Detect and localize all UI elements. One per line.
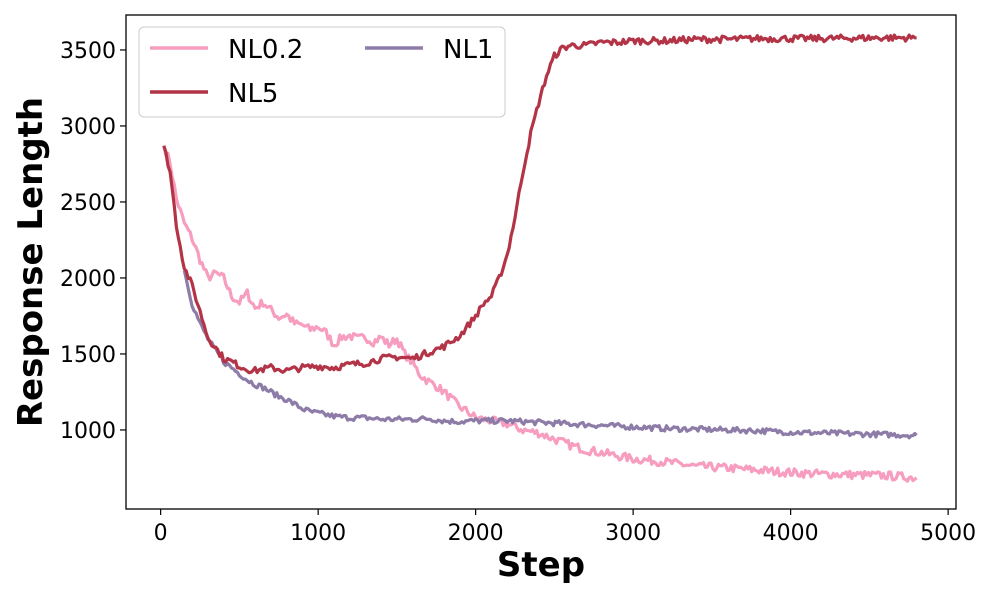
x-tick-label: 3000 — [605, 521, 661, 546]
x-tick-label: 0 — [154, 521, 168, 546]
x-tick-label: 1000 — [290, 521, 346, 546]
y-tick-label: 3000 — [60, 115, 116, 140]
legend: NL0.2 NL5 NL1 — [138, 26, 506, 118]
legend-label-nl5: NL5 — [228, 79, 278, 109]
y-tick-label: 2500 — [60, 191, 116, 216]
x-axis-title: Step — [497, 545, 585, 585]
legend-label-nl0-2: NL0.2 — [228, 35, 303, 65]
series-layer — [162, 33, 918, 483]
y-axis-title: Response Length — [11, 97, 51, 427]
y-tick-label: 3500 — [60, 39, 116, 64]
y-tick-label: 2000 — [60, 267, 116, 292]
x-tick-label: 5000 — [920, 521, 976, 546]
legend-label-nl1: NL1 — [443, 35, 493, 65]
y-tick-label: 1000 — [60, 419, 116, 444]
x-axis-ticks: 0 1000 2000 3000 4000 5000 — [154, 509, 976, 546]
series-line-nl5 — [162, 33, 917, 375]
series-line-nl0-2 — [162, 145, 918, 483]
x-tick-label: 4000 — [763, 521, 819, 546]
series-line-nl1 — [182, 270, 918, 440]
x-tick-label: 2000 — [448, 521, 504, 546]
y-tick-label: 1500 — [60, 343, 116, 368]
y-axis-ticks: 1000 1500 2000 2500 3000 3500 — [60, 39, 126, 444]
